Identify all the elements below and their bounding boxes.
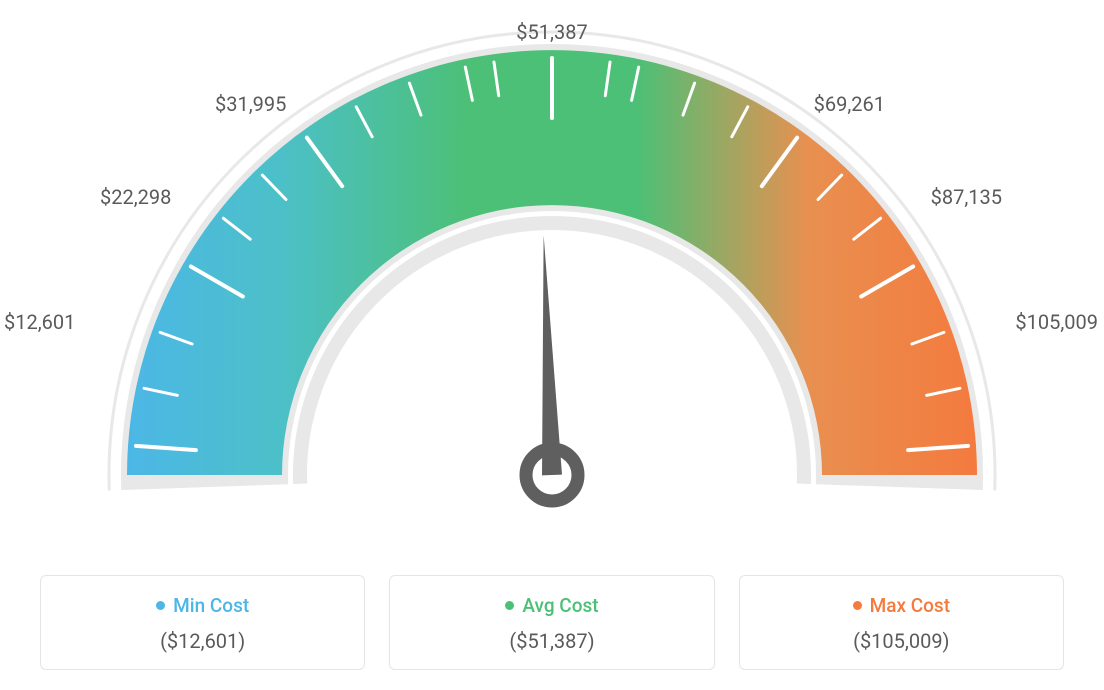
dot-icon (505, 601, 514, 610)
legend-card-max: Max Cost ($105,009) (739, 575, 1064, 670)
legend-row: Min Cost ($12,601) Avg Cost ($51,387) Ma… (40, 575, 1064, 670)
legend-title-min: Min Cost (156, 594, 249, 617)
legend-max-value: ($105,009) (750, 629, 1053, 653)
gauge-chart: $12,601 $22,298 $31,995 $51,387 $69,261 $87,1… (0, 0, 1104, 540)
gauge-tick-label: $87,135 (931, 185, 1002, 209)
legend-avg-value: ($51,387) (400, 629, 703, 653)
gauge-svg (0, 0, 1104, 540)
legend-card-min: Min Cost ($12,601) (40, 575, 365, 670)
legend-max-label: Max Cost (870, 594, 950, 617)
gauge-tick-label: $69,261 (814, 92, 885, 116)
legend-min-label: Min Cost (173, 594, 249, 617)
legend-title-max: Max Cost (853, 594, 950, 617)
dot-icon (156, 601, 165, 610)
legend-min-value: ($12,601) (51, 629, 354, 653)
gauge-tick-label: $105,009 (1015, 310, 1098, 334)
legend-title-avg: Avg Cost (505, 594, 598, 617)
dot-icon (853, 601, 862, 610)
gauge-tick-label: $51,387 (516, 20, 587, 44)
legend-card-avg: Avg Cost ($51,387) (389, 575, 714, 670)
gauge-tick-label: $22,298 (100, 185, 171, 209)
gauge-tick-label: $12,601 (4, 310, 75, 334)
legend-avg-label: Avg Cost (522, 594, 598, 617)
gauge-tick-label: $31,995 (215, 92, 286, 116)
